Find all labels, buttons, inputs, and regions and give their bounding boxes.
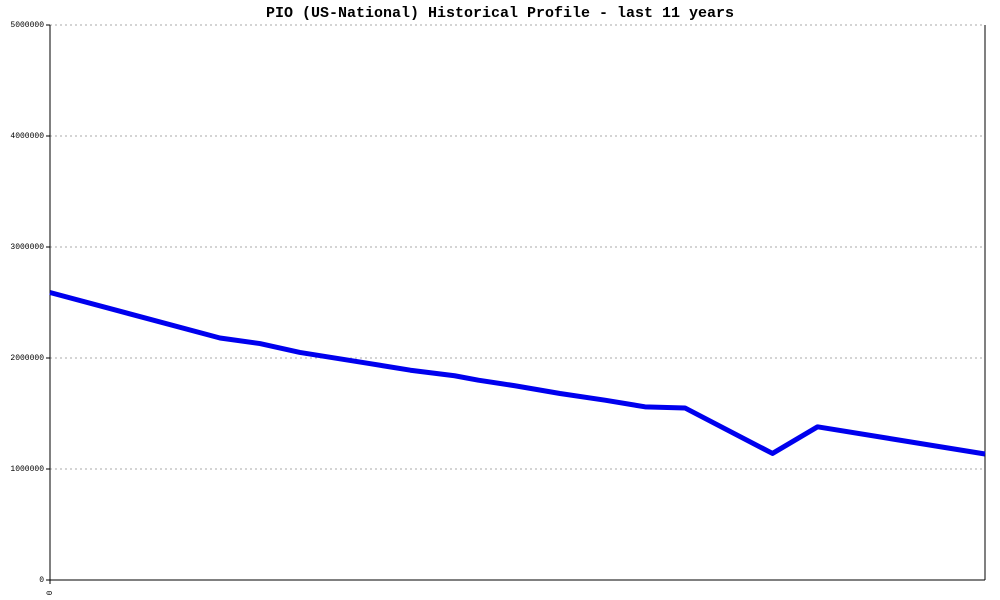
data-line — [49, 290, 986, 457]
y-tick-label: 2000000 — [10, 354, 44, 363]
y-tick-label: 3000000 — [10, 243, 44, 252]
x-tick-label: 0 — [46, 590, 55, 595]
y-tick-label: 0 — [39, 576, 44, 585]
y-tick-label: 5000000 — [10, 21, 44, 30]
y-tick-label: 4000000 — [10, 132, 44, 141]
chart-title: PIO (US-National) Historical Profile - l… — [266, 5, 734, 22]
y-tick-label: 1000000 — [10, 465, 44, 474]
